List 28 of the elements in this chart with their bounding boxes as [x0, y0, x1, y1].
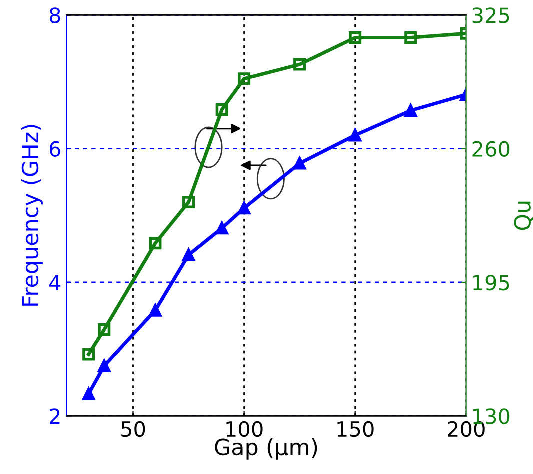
y-tick-label: 8 — [50, 8, 60, 24]
point — [404, 32, 418, 44]
y-tick-label: 6 — [50, 141, 60, 158]
x-axis-title: Gap (μm) — [215, 438, 318, 460]
x-tick-label: 100 — [226, 421, 263, 438]
point — [149, 304, 162, 317]
y2-tick-label: 325 — [472, 8, 510, 24]
point — [216, 104, 228, 116]
point — [149, 237, 162, 250]
y2-tick-label: 260 — [472, 141, 510, 158]
y-tick-label: 2 — [50, 408, 60, 424]
point — [98, 360, 111, 372]
point — [404, 104, 418, 117]
point — [238, 72, 251, 86]
point — [82, 348, 96, 361]
point — [182, 196, 196, 209]
point — [98, 324, 111, 336]
point — [182, 248, 196, 262]
point — [82, 388, 96, 400]
x-tick-label: 50 — [122, 421, 146, 438]
y-tick-label: 4 — [50, 275, 61, 290]
y2-tick-label: 195 — [474, 274, 510, 291]
point — [349, 129, 362, 142]
point — [294, 58, 306, 71]
y-axis-title: Frequency (GHz) — [21, 125, 43, 306]
point — [294, 157, 306, 170]
x-tick-label: 150 — [338, 421, 374, 438]
point — [349, 32, 362, 44]
